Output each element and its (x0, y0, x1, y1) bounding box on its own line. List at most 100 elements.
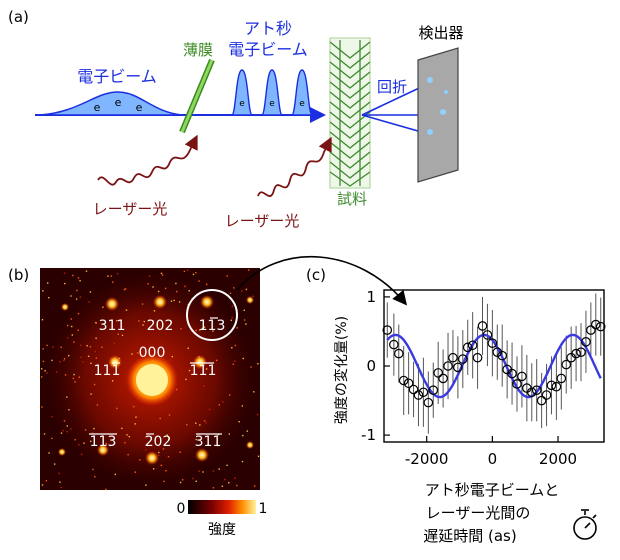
noise-speck (60, 486, 62, 489)
noise-speck (164, 287, 167, 290)
delay-chart: -2000 0 2000 -1 0 1 (361, 288, 606, 468)
noise-speck (62, 430, 64, 432)
noise-speck (163, 480, 165, 483)
data-point (507, 368, 517, 379)
noise-speck (157, 290, 160, 293)
noise-speck (139, 459, 141, 461)
noise-speck (208, 319, 210, 322)
noise-speck (127, 454, 129, 456)
noise-speck (126, 434, 128, 436)
spot-111-right (193, 355, 207, 369)
data-point (393, 348, 404, 359)
noise-speck (233, 287, 235, 289)
electron-packet (39, 91, 183, 116)
data-point (492, 347, 503, 357)
connector-arrow (236, 255, 408, 306)
data-point (497, 350, 508, 361)
noise-speck (245, 288, 248, 291)
noise-speck (176, 290, 178, 293)
noise-speck (63, 272, 66, 274)
data-point (458, 354, 468, 364)
noise-speck (241, 405, 243, 407)
noise-speck (226, 275, 228, 277)
x-axis-label-line2: レーザー光間の (426, 504, 531, 522)
noise-speck (231, 347, 233, 349)
noise-speck (147, 283, 149, 285)
noise-speck (152, 286, 154, 288)
noise-speck (77, 329, 79, 331)
noise-speck (212, 330, 214, 332)
data-point (576, 347, 586, 357)
noise-speck (167, 455, 170, 458)
noise-speck (116, 407, 118, 410)
highlight-circle (186, 289, 238, 341)
data-point (462, 342, 473, 353)
noise-speck (60, 346, 62, 348)
noise-speck (79, 280, 81, 282)
noise-speck (254, 485, 256, 487)
data-point (477, 321, 488, 331)
noise-speck (91, 431, 94, 434)
noise-speck (198, 280, 200, 282)
noise-speck (231, 305, 233, 308)
noise-speck (203, 326, 206, 328)
data-point (595, 321, 606, 332)
noise-speck (185, 378, 187, 381)
data-point (448, 352, 458, 363)
noise-speck (92, 468, 94, 471)
noise-speck (75, 298, 78, 300)
noise-speck (51, 415, 53, 418)
noise-speck (187, 347, 189, 349)
noise-speck (173, 299, 175, 302)
spot-label-111-right: 111 (190, 363, 217, 379)
data-point (472, 352, 483, 363)
noise-speck (89, 291, 92, 293)
noise-speck (95, 322, 97, 324)
noise-speck (88, 301, 90, 303)
noise-speck (68, 409, 70, 411)
data-point (556, 373, 567, 384)
noise-speck (217, 434, 219, 436)
y-tick-label: 1 (366, 288, 376, 306)
panel-c: (c) 強度の変化量(%) アト秒電子ビームと レーザー光間の 遅延時間 (as… (306, 266, 606, 545)
noise-speck (59, 481, 61, 483)
noise-speck (85, 270, 88, 272)
data-point (512, 379, 522, 389)
noise-speck (42, 348, 44, 350)
noise-speck (42, 290, 44, 292)
noise-speck (141, 303, 144, 305)
noise-speck (128, 436, 130, 438)
x-tick-label: -2000 (405, 450, 449, 468)
noise-speck (243, 309, 245, 311)
x-tick-label: 2000 (539, 450, 577, 468)
noise-speck (242, 434, 244, 437)
noise-speck (135, 416, 137, 418)
noise-speck (234, 360, 236, 362)
noise-speck (203, 420, 206, 422)
noise-speck (74, 381, 76, 383)
noise-speck (232, 363, 234, 365)
noise-speck (124, 442, 126, 444)
noise-speck (41, 406, 43, 408)
sample-label: 試料 (337, 190, 367, 208)
noise-speck (72, 274, 74, 277)
noise-speck (117, 333, 119, 335)
noise-speck (248, 269, 250, 271)
data-point (382, 325, 393, 335)
noise-speck (46, 372, 48, 374)
noise-speck (58, 472, 60, 475)
panel-b: (b) 311 202 113 111 000 111 113 202 (8, 266, 267, 538)
noise-speck (152, 468, 155, 470)
noise-speck (63, 359, 65, 362)
noise-speck (101, 346, 103, 348)
noise-speck (256, 413, 259, 416)
data-point (453, 362, 463, 373)
noise-speck (230, 319, 232, 321)
data-point (438, 373, 448, 384)
spot-label-000: 000 (139, 345, 166, 361)
svg-text:e: e (239, 99, 245, 109)
data-point (590, 319, 601, 330)
data-point (561, 359, 572, 370)
noise-speck (90, 393, 92, 395)
